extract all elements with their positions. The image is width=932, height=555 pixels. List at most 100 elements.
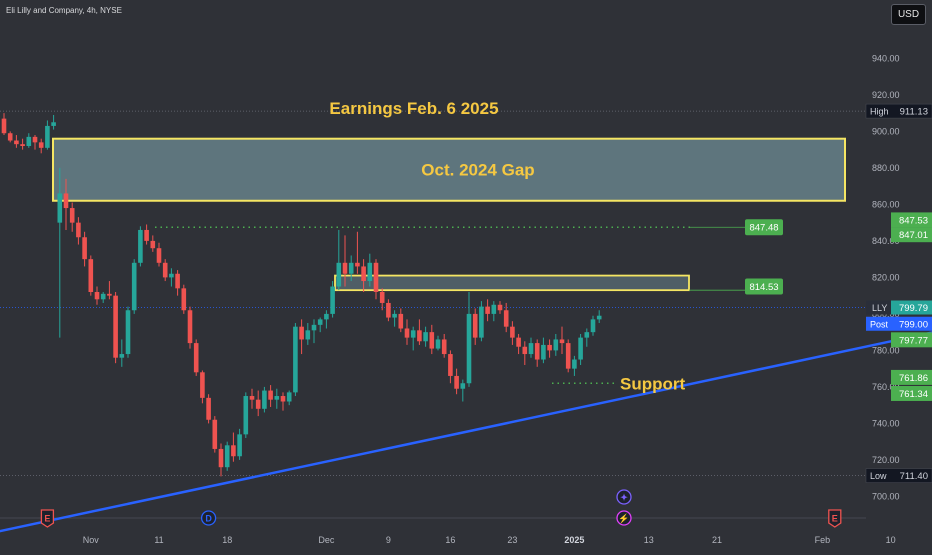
candle-body — [398, 313, 404, 329]
candle-body — [448, 354, 453, 376]
y-tick-label: 820.00 — [872, 272, 900, 282]
candle-body — [231, 445, 236, 457]
gap-label: Oct. 2024 Gap — [421, 161, 534, 180]
currency-button[interactable]: USD — [891, 4, 926, 25]
candle-body — [373, 262, 379, 292]
split-marker-label: ⚡ — [618, 513, 629, 525]
price-tag-bg — [865, 468, 932, 483]
price-tag-value: 799.79 — [899, 303, 928, 314]
candle-body — [485, 306, 490, 314]
candle-body — [392, 313, 397, 318]
x-tick-label: 18 — [222, 535, 232, 545]
price-tag-value: 761.34 — [899, 389, 928, 400]
candle-body — [156, 248, 162, 263]
candle-body — [88, 259, 94, 292]
level-box-814 — [745, 278, 783, 295]
candle-body — [113, 295, 118, 358]
candle-body — [503, 310, 509, 327]
price-tag-value: 847.01 — [899, 230, 928, 241]
candle-body — [45, 125, 50, 148]
candle-body — [355, 262, 360, 267]
candle-body — [348, 262, 354, 274]
price-tag-bg — [891, 385, 932, 401]
split-marker-icon — [616, 510, 632, 526]
candle-body — [181, 288, 187, 311]
candle-body — [311, 324, 317, 331]
candle-body — [578, 337, 583, 360]
candle-body — [559, 339, 565, 344]
price-tag-bg — [865, 103, 932, 119]
candle-body — [169, 273, 174, 278]
candle-body — [76, 222, 81, 238]
candle-body — [330, 286, 335, 314]
earnings-marker-label: E — [44, 514, 50, 524]
candle-body — [20, 144, 25, 146]
x-tick-label: 2025 — [564, 535, 584, 545]
candle-body — [237, 434, 242, 457]
candle-body — [274, 396, 280, 400]
candle-body — [69, 208, 75, 223]
level-label-814: 814.53 — [749, 282, 778, 293]
x-tick-label: 13 — [644, 535, 654, 545]
candle-body — [317, 319, 323, 325]
x-tick-label: 16 — [445, 535, 455, 545]
candle-body — [249, 396, 255, 400]
price-tag-value: 761.86 — [899, 373, 928, 384]
x-tick-label: Feb — [815, 535, 831, 545]
price-tag-bg — [891, 227, 932, 243]
candle-body — [379, 292, 385, 303]
y-tick-label: 760.00 — [872, 382, 900, 392]
price-tag-value: 799.00 — [899, 319, 928, 330]
candle-body — [212, 419, 218, 449]
candle-body — [286, 392, 292, 402]
earnings-label: Earnings Feb. 6 2025 — [329, 99, 498, 118]
x-tick-label: 9 — [386, 535, 391, 545]
candle-body — [262, 390, 267, 409]
candle-body — [454, 375, 459, 389]
dividend-marker-label: D — [205, 514, 212, 524]
event-marker-icon — [616, 489, 632, 505]
candle-body — [479, 306, 484, 338]
x-tick-label: 21 — [712, 535, 722, 545]
candle-body — [224, 445, 230, 468]
candle-body — [131, 262, 137, 311]
price-tag-value: 711.40 — [900, 471, 928, 482]
y-tick-label: 700.00 — [872, 491, 900, 501]
candle-body — [1, 118, 7, 134]
chart-title: Eli Lilly and Company, 4h, NYSE — [6, 6, 122, 15]
price-tag-value: 911.13 — [900, 107, 928, 118]
candle-body — [162, 262, 168, 278]
candle-body — [472, 313, 478, 338]
dividend-marker-icon — [200, 510, 217, 526]
y-tick-label: 900.00 — [872, 126, 900, 136]
candle-body — [429, 332, 435, 349]
candle-body — [51, 122, 56, 126]
candle-body — [38, 142, 44, 148]
candle-body — [404, 328, 410, 338]
price-tag-value: 847.53 — [899, 215, 928, 226]
y-tick-label: 840.00 — [872, 236, 900, 246]
candle-body — [144, 229, 149, 241]
earnings-marker-icon — [828, 509, 842, 528]
candle-body — [361, 266, 366, 282]
candle-body — [342, 262, 348, 274]
candle-body — [119, 354, 125, 358]
candle-body — [125, 310, 131, 355]
y-tick-label: 740.00 — [872, 418, 900, 428]
candle-body — [280, 396, 286, 402]
price-tag-name: Post — [870, 319, 889, 329]
candle-body — [100, 293, 106, 300]
candle-body — [410, 330, 416, 338]
candle-body — [590, 319, 596, 333]
candle-body — [63, 193, 69, 209]
candle-body — [14, 140, 19, 145]
candle-body — [541, 344, 546, 360]
candle-body — [565, 343, 571, 369]
y-tick-label: 780.00 — [872, 345, 900, 355]
candle-body — [466, 313, 472, 384]
trend-line — [0, 331, 932, 533]
candle-body — [268, 390, 273, 400]
earnings-marker-label: E — [832, 514, 838, 524]
